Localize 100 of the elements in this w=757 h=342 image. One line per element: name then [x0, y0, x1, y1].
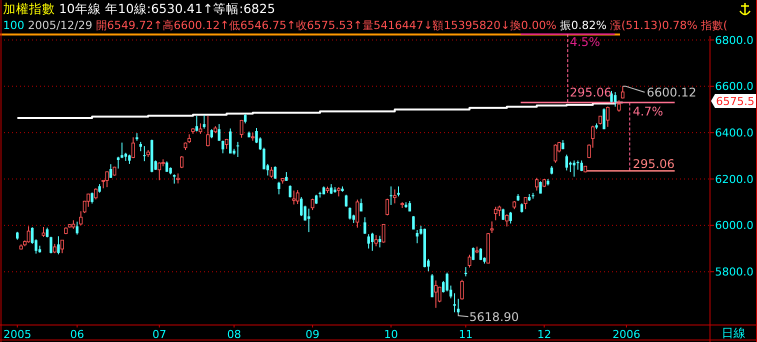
candlestick	[539, 180, 542, 194]
candlestick	[576, 160, 580, 170]
candlestick	[158, 162, 162, 181]
candlestick	[370, 232, 374, 252]
annotation: 6600.12	[646, 85, 696, 100]
candlestick	[236, 141, 240, 158]
y-tick-label: 6000.0	[715, 219, 754, 232]
candlestick	[57, 236, 60, 255]
candlestick	[356, 199, 360, 228]
annotation: 4.7%	[632, 104, 664, 119]
candlestick	[218, 124, 220, 142]
candlestick	[430, 274, 434, 298]
candlestick	[390, 186, 392, 206]
x-axis-title: 日線	[722, 326, 746, 340]
candlestick	[109, 164, 112, 178]
candlestick	[509, 211, 512, 224]
candlestick	[498, 205, 502, 217]
annotation: 295.06	[632, 156, 675, 171]
x-tick-label: 07	[152, 328, 166, 341]
candlestick	[378, 235, 382, 248]
candlestick	[535, 177, 539, 192]
candlestick	[60, 240, 64, 254]
x-tick-label: 2006	[612, 328, 640, 341]
candlestick	[453, 292, 456, 313]
candlestick	[408, 200, 412, 212]
candlestick	[344, 194, 348, 208]
candlestick	[139, 141, 142, 152]
candlestick	[274, 166, 277, 180]
candlestick	[472, 246, 475, 261]
candlestick	[94, 188, 98, 200]
candlestick	[292, 190, 296, 205]
candlestick	[288, 184, 292, 198]
y-tick-label: 6400.0	[715, 126, 754, 140]
candlestick	[614, 92, 617, 108]
candlestick	[490, 220, 494, 234]
candlestick	[202, 114, 206, 130]
candlestick	[610, 90, 613, 104]
x-tick-label: 12	[537, 328, 552, 341]
x-tick-label: 09	[306, 328, 320, 341]
y-tick-label: 6200.0	[715, 172, 754, 186]
x-tick-label: 06	[70, 328, 84, 341]
candlestick	[90, 192, 94, 204]
y-tick-label: 6800.0	[715, 34, 754, 47]
text: 6575.5	[716, 94, 754, 108]
candlestick	[416, 229, 419, 244]
candlestick	[386, 198, 390, 216]
candlestick	[270, 166, 274, 178]
candlestick	[52, 243, 56, 254]
chart-subtitle: 100 2005/12/29 開6549.72↑高6600.12↑低6546.75↑收6575.53↑量5416447↓額15395820↓換0.00% 振0.82% 漲(51.13)0.78% 指數(	[3, 19, 728, 32]
candlestick	[562, 140, 564, 150]
candlestick	[300, 196, 303, 217]
candlestick	[244, 114, 247, 124]
candlestick	[310, 198, 314, 211]
candlestick	[336, 186, 340, 197]
candlestick	[330, 184, 333, 195]
x-tick-label: 10	[384, 328, 398, 341]
candlestick	[222, 140, 224, 154]
annotation: 5618.90	[469, 310, 519, 324]
annotation: 4.5%	[570, 35, 600, 50]
candlestick	[180, 156, 184, 169]
candlestick	[50, 236, 52, 254]
candlestick	[494, 206, 498, 221]
y-tick-label: 5800.0	[715, 266, 754, 279]
candlestick	[620, 86, 624, 100]
candlestick	[229, 128, 232, 154]
candlestick	[602, 108, 606, 130]
candlestick	[120, 142, 124, 159]
candlestick	[240, 119, 244, 138]
candlestick	[367, 234, 370, 250]
candlestick	[524, 197, 528, 210]
candlestick	[307, 208, 310, 233]
candlestick	[210, 128, 214, 139]
x-tick-label: 08	[227, 328, 242, 341]
candlestick	[165, 160, 168, 172]
candlestick	[617, 100, 621, 112]
candlestick	[143, 146, 146, 162]
candlestick	[374, 234, 378, 247]
chart-title: 加權指數 10年線 年10線:6530.41↑等幅:6825	[3, 1, 276, 16]
annotation: 295.06	[570, 86, 612, 100]
candlestick	[434, 280, 438, 308]
candlestick	[195, 115, 198, 132]
candlestick	[606, 106, 610, 128]
candlestick	[348, 206, 352, 220]
candlestick	[393, 188, 397, 204]
y-tick-label: 6600.0	[715, 80, 754, 94]
candlestick	[46, 227, 49, 238]
candlestick	[360, 198, 362, 212]
x-tick-label: 11	[458, 328, 473, 341]
candlestick	[412, 216, 415, 230]
candlestick	[131, 136, 135, 159]
candlestick	[505, 214, 509, 228]
candlestick	[554, 144, 558, 164]
candlestick	[116, 156, 120, 170]
candlestick	[278, 181, 280, 195]
candlestick	[26, 226, 30, 244]
candlestick	[520, 202, 524, 214]
candlestick	[198, 122, 202, 134]
candlestick	[296, 190, 300, 205]
candlestick	[206, 115, 210, 148]
candlestick	[128, 154, 131, 164]
